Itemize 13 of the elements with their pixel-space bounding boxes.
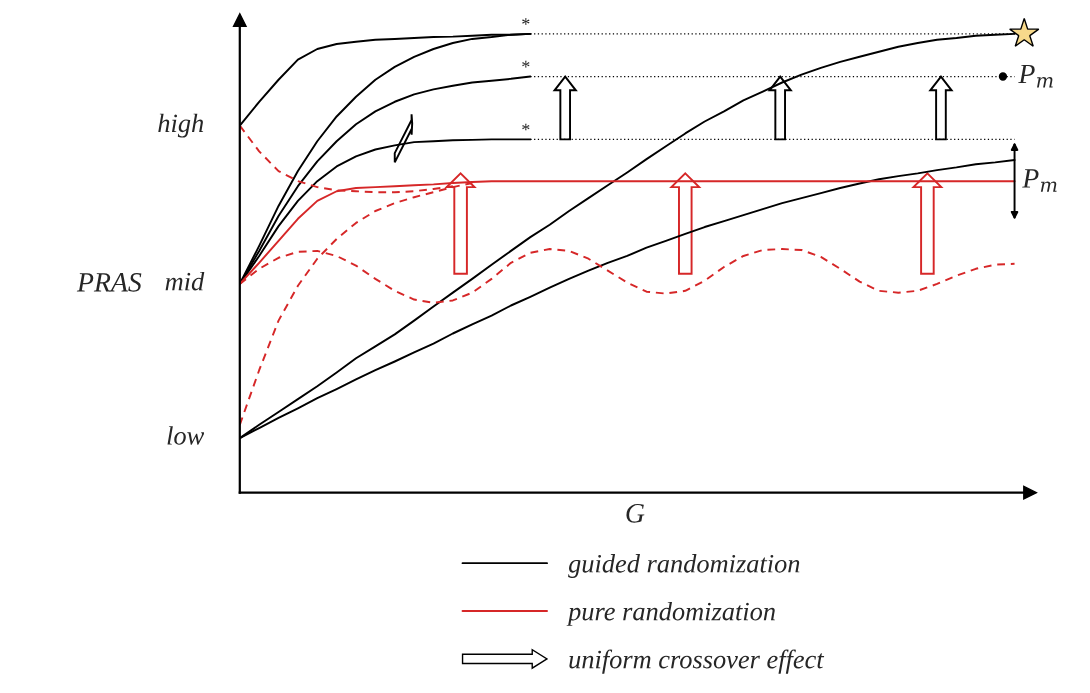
text: low bbox=[167, 426, 205, 445]
text: * bbox=[522, 18, 530, 25]
legend-label: pure randomization bbox=[566, 601, 775, 626]
legend-label: guided randomization bbox=[568, 554, 800, 578]
x-axis-title: G bbox=[626, 504, 645, 523]
text: high bbox=[158, 113, 204, 138]
annotation: * bbox=[522, 123, 530, 131]
annotation: P$_{m}$ bbox=[1018, 64, 1053, 88]
annotation: P$_{m}$ bbox=[1022, 169, 1057, 192]
text: uniform crossover effect bbox=[569, 649, 825, 674]
annotation: * bbox=[522, 60, 530, 68]
text: mid bbox=[165, 271, 205, 291]
y-axis-title: PRAS bbox=[76, 273, 142, 292]
